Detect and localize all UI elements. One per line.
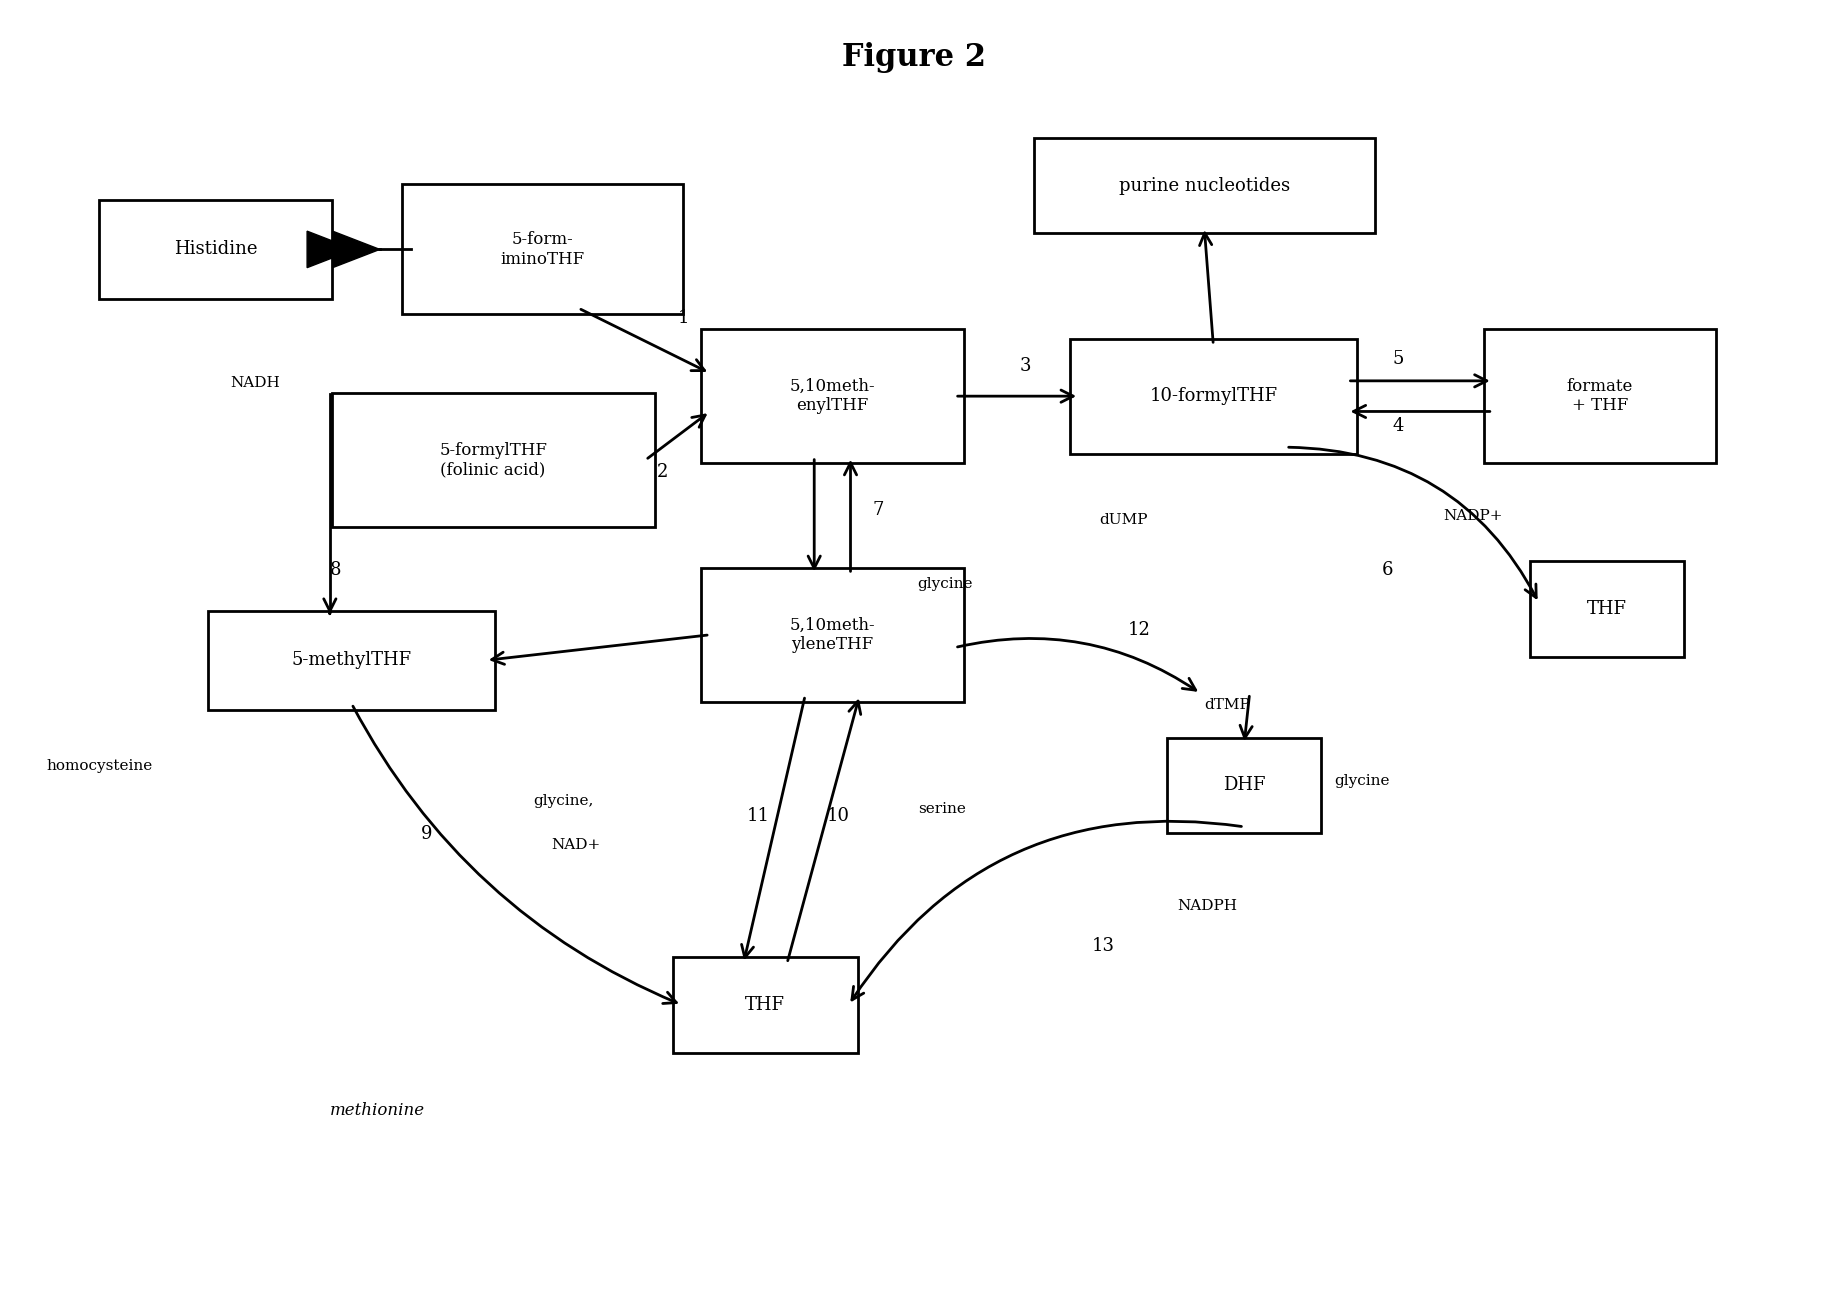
FancyBboxPatch shape <box>673 957 857 1053</box>
Text: 10: 10 <box>826 808 850 826</box>
Text: 10-formylTHF: 10-formylTHF <box>1150 387 1278 405</box>
Text: 5,10meth-
yleneTHF: 5,10meth- yleneTHF <box>790 617 876 653</box>
Text: serine: serine <box>918 802 965 817</box>
Text: purine nucleotides: purine nucleotides <box>1119 177 1291 195</box>
Text: 4: 4 <box>1393 417 1404 435</box>
Text: 5,10meth-
enylTHF: 5,10meth- enylTHF <box>790 378 876 414</box>
Text: 9: 9 <box>420 826 431 842</box>
Text: NADH: NADH <box>230 377 280 391</box>
Text: formate
+ THF: formate + THF <box>1567 378 1632 414</box>
FancyBboxPatch shape <box>208 610 495 710</box>
FancyBboxPatch shape <box>700 329 963 463</box>
Text: NADPH: NADPH <box>1177 899 1238 913</box>
FancyBboxPatch shape <box>1069 339 1356 454</box>
Text: DHF: DHF <box>1223 777 1265 795</box>
Text: dTMP: dTMP <box>1205 698 1250 712</box>
Text: glycine: glycine <box>1334 774 1389 788</box>
Text: methionine: methionine <box>329 1102 424 1118</box>
Text: glycine: glycine <box>918 577 972 591</box>
Text: 5-form-
iminoTHF: 5-form- iminoTHF <box>501 231 585 268</box>
Text: 12: 12 <box>1128 620 1152 639</box>
Text: 3: 3 <box>1020 356 1031 374</box>
Text: homocysteine: homocysteine <box>48 759 154 773</box>
Text: Histidine: Histidine <box>174 240 258 258</box>
Text: NAD+: NAD+ <box>552 838 600 853</box>
FancyBboxPatch shape <box>1033 138 1375 233</box>
Text: NADP+: NADP+ <box>1444 510 1503 522</box>
FancyBboxPatch shape <box>1484 329 1716 463</box>
FancyBboxPatch shape <box>331 393 654 526</box>
FancyBboxPatch shape <box>1530 561 1684 657</box>
Text: 1: 1 <box>678 310 689 328</box>
FancyBboxPatch shape <box>402 184 682 315</box>
Text: 6: 6 <box>1382 561 1393 579</box>
Polygon shape <box>333 231 380 267</box>
Text: 13: 13 <box>1091 938 1115 956</box>
Text: THF: THF <box>1587 600 1627 618</box>
Polygon shape <box>307 231 355 267</box>
FancyBboxPatch shape <box>99 200 331 299</box>
Text: glycine,: glycine, <box>534 793 594 808</box>
Text: dUMP: dUMP <box>1099 512 1148 526</box>
Text: 5-formylTHF
(folinic acid): 5-formylTHF (folinic acid) <box>439 441 547 479</box>
FancyBboxPatch shape <box>1166 738 1322 833</box>
Text: 11: 11 <box>748 808 770 826</box>
Text: 5: 5 <box>1393 351 1404 368</box>
Text: 7: 7 <box>872 502 883 520</box>
Text: 5-methylTHF: 5-methylTHF <box>291 651 411 670</box>
Text: THF: THF <box>746 996 786 1014</box>
Text: Figure 2: Figure 2 <box>843 43 985 74</box>
Text: 8: 8 <box>329 561 342 579</box>
FancyBboxPatch shape <box>700 568 963 702</box>
Text: 2: 2 <box>656 463 667 481</box>
